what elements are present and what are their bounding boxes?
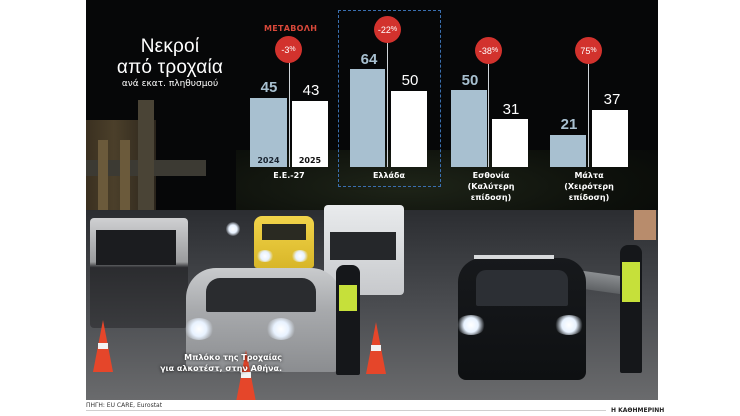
infographic-panel: Νεκροί από τροχαία ανά εκατ. πληθυσμού Μ… [86, 0, 658, 400]
change-label: ΜΕΤΑΒΟΛΗ [264, 24, 318, 33]
bar-2024 [550, 135, 586, 167]
bar-2025 [391, 91, 427, 167]
greece-highlight-box [338, 10, 441, 187]
photo-caption: Μπλόκο της Τροχαίας για αλκοτέστ, στην Α… [160, 353, 282, 373]
background-photo [86, 0, 658, 400]
category-label: Εσθονία (Καλύτερη επίδοση) [467, 171, 515, 202]
bar-2024 [350, 69, 385, 167]
category-label: Ελλάδα [372, 171, 406, 180]
value-2025: 31 [502, 101, 520, 118]
bar-2025 [592, 110, 628, 167]
category-label: Μάλτα (Χειρότερη επίδοση) [564, 171, 614, 202]
change-bubble: -22% [374, 16, 401, 43]
value-2025: 43 [302, 82, 320, 99]
change-stem [588, 50, 589, 167]
value-2024: 21 [560, 116, 578, 133]
bar-2024 [451, 90, 487, 167]
change-bubble: -38% [475, 37, 502, 64]
bar-2025 [492, 119, 528, 167]
change-bubble: 75% [575, 37, 602, 64]
value-2024: 45 [260, 79, 278, 96]
source-note: ΠΗΓΗ: EU CARE, Eurostat [86, 402, 163, 409]
value-2024: 64 [360, 51, 378, 68]
chart-subtitle: ανά εκατ. πληθυσμού [121, 79, 219, 89]
category-label: Ε.Ε.-27 [273, 171, 305, 180]
value-2025: 50 [401, 72, 419, 89]
value-2024: 50 [461, 72, 479, 89]
change-stem [387, 30, 388, 167]
year-label-2024: 2024 [257, 156, 280, 165]
bar-2024 [250, 98, 287, 167]
title-line-1: Νεκροί [140, 36, 200, 57]
year-label-2025: 2025 [298, 156, 322, 165]
value-2025: 37 [603, 91, 621, 108]
publisher-brand: Η ΚΑΘΗΜΕΡΙΝΗ [611, 407, 665, 414]
bar-2025 [292, 101, 328, 167]
change-bubble: -3% [275, 36, 302, 63]
change-stem [488, 50, 489, 167]
title-line-2: από τροχαία [116, 57, 224, 78]
change-stem [289, 50, 290, 167]
footer-divider [86, 410, 606, 411]
chart-title: Νεκροί από τροχαία [86, 36, 254, 78]
